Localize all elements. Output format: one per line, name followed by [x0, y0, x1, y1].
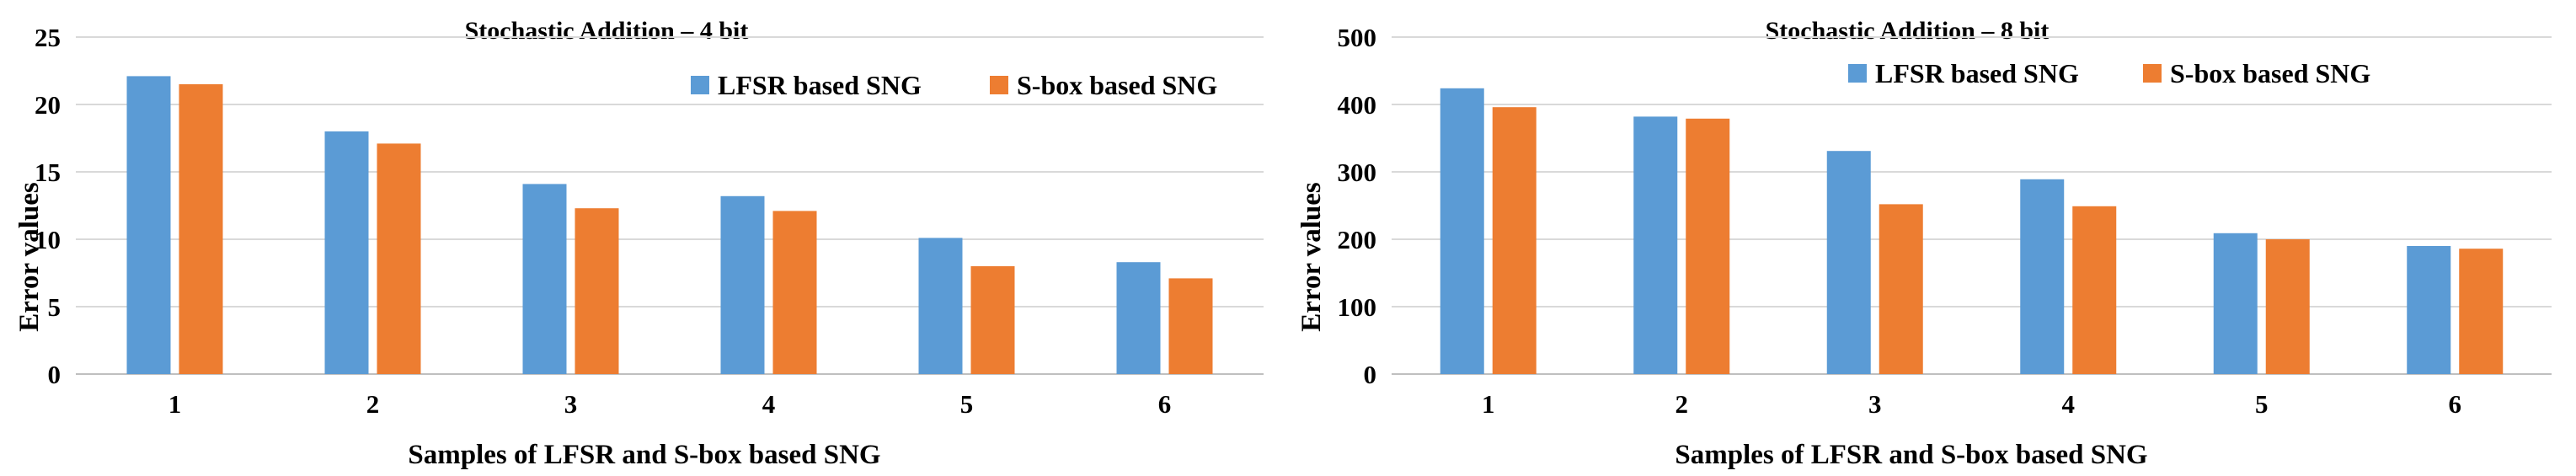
- chart-4bit: Stochastic Addition – 4 bit Error values…: [14, 17, 1264, 470]
- y-axis-label: Error values: [1296, 182, 1327, 332]
- bar-s-box-based-sng-6: [1168, 278, 1213, 374]
- bar-s-box-based-sng-5: [970, 266, 1015, 374]
- x-tick-label: 4: [762, 389, 776, 419]
- bar-lfsr-based-sng-6: [1116, 262, 1161, 374]
- y-tick-label: 100: [1338, 292, 1377, 322]
- y-tick-label: 20: [35, 90, 61, 120]
- x-tick-label: 3: [1868, 389, 1882, 419]
- bar-lfsr-based-sng-4: [2020, 179, 2065, 374]
- y-tick-label: 0: [48, 360, 61, 389]
- y-tick-label: 500: [1338, 23, 1377, 52]
- y-tick-label: 200: [1338, 225, 1377, 254]
- x-tick-label: 6: [1158, 389, 1172, 419]
- chart-8bit: Stochastic Addition – 8 bit Error values…: [1288, 0, 2576, 476]
- bar-lfsr-based-sng-5: [2213, 233, 2258, 374]
- bar-lfsr-based-sng-6: [2407, 246, 2451, 374]
- legend-label: S-box based SNG: [1017, 70, 1217, 100]
- x-tick-label: 2: [1675, 389, 1689, 419]
- y-tick-label: 400: [1338, 90, 1377, 120]
- legend-swatch: [691, 76, 709, 94]
- x-tick-label: 5: [960, 389, 974, 419]
- bar-s-box-based-sng-5: [2265, 239, 2310, 374]
- x-tick-label: 2: [366, 389, 380, 419]
- legend: LFSR based SNG S-box based SNG: [1848, 58, 2370, 88]
- legend-label: LFSR based SNG: [718, 70, 922, 100]
- y-tick-label: 0: [1364, 360, 1377, 389]
- chart-4bit-svg: Stochastic Addition – 4 bit Error values…: [14, 17, 1264, 470]
- bar-s-box-based-sng-3: [575, 208, 619, 374]
- plot-area: 0 5 10 15 20 25 1 2 3 4 5 6: [35, 23, 1264, 419]
- plot-area: 0 100 200 300 400 500 1 2 3 4 5 6: [1338, 23, 2552, 419]
- bar-s-box-based-sng-2: [1686, 118, 1730, 375]
- x-axis-label: Samples of LFSR and S-box based SNG: [408, 440, 880, 470]
- x-tick-label: 1: [1482, 389, 1495, 419]
- chart-title: Stochastic Addition – 4 bit: [465, 17, 749, 45]
- bar-s-box-based-sng-6: [2459, 249, 2504, 374]
- y-tick-label: 10: [35, 225, 61, 254]
- x-tick-label: 4: [2062, 389, 2076, 419]
- legend-label: LFSR based SNG: [1875, 58, 2079, 88]
- chart-8bit-svg: Stochastic Addition – 8 bit Error values…: [1296, 17, 2552, 470]
- bar-lfsr-based-sng-3: [522, 184, 567, 374]
- chart-title: Stochastic Addition – 8 bit: [1766, 17, 2050, 45]
- bar-s-box-based-sng-1: [1492, 107, 1537, 374]
- legend-swatch: [1848, 64, 1867, 83]
- bar-s-box-based-sng-3: [1879, 204, 1923, 374]
- x-tick-label: 5: [2255, 389, 2269, 419]
- legend-swatch: [2143, 64, 2162, 83]
- y-tick-label: 300: [1338, 158, 1377, 187]
- x-tick-label: 3: [564, 389, 578, 419]
- x-axis-label: Samples of LFSR and S-box based SNG: [1675, 440, 2147, 470]
- bar-s-box-based-sng-4: [772, 211, 817, 374]
- y-tick-label: 5: [48, 292, 61, 322]
- bar-lfsr-based-sng-1: [126, 76, 171, 375]
- bar-lfsr-based-sng-2: [324, 131, 369, 374]
- y-axis-label: Error values: [14, 182, 45, 332]
- legend-label: S-box based SNG: [2170, 58, 2370, 88]
- legend-swatch: [990, 76, 1008, 94]
- bar-lfsr-based-sng-2: [1633, 116, 1678, 374]
- y-tick-label: 25: [35, 23, 61, 52]
- y-tick-label: 15: [35, 158, 61, 187]
- bar-lfsr-based-sng-4: [720, 195, 765, 374]
- bar-lfsr-based-sng-3: [1826, 151, 1871, 374]
- bar-s-box-based-sng-2: [377, 143, 421, 374]
- bar-lfsr-based-sng-5: [918, 238, 963, 374]
- bar-lfsr-based-sng-1: [1440, 88, 1484, 375]
- bar-s-box-based-sng-1: [179, 84, 223, 374]
- x-tick-label: 6: [2449, 389, 2462, 419]
- legend: LFSR based SNG S-box based SNG: [691, 70, 1217, 100]
- x-tick-label: 1: [168, 389, 182, 419]
- bar-s-box-based-sng-4: [2072, 206, 2117, 374]
